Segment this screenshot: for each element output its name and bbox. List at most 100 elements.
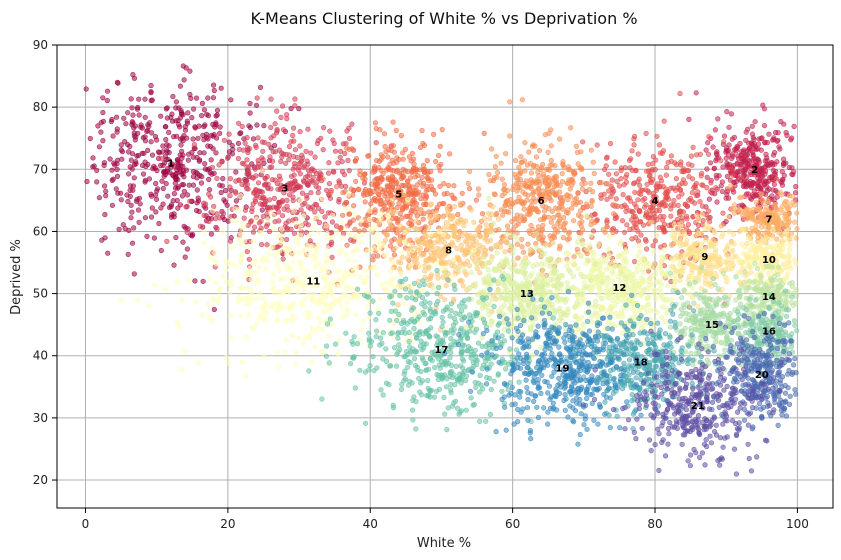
data-point (232, 189, 239, 195)
data-point (320, 290, 326, 296)
data-point (325, 267, 331, 273)
data-point (451, 203, 457, 210)
data-point (331, 140, 337, 147)
data-point (570, 218, 577, 224)
data-point (406, 247, 412, 253)
data-point (368, 226, 374, 232)
data-point (678, 208, 684, 214)
data-point (395, 228, 402, 234)
data-point (718, 340, 725, 346)
data-point (661, 242, 667, 248)
data-point (772, 201, 778, 208)
data-point (251, 238, 257, 244)
data-point (195, 195, 201, 201)
data-point (520, 189, 526, 195)
data-point (489, 296, 495, 303)
data-point (719, 188, 726, 195)
data-point (757, 172, 763, 178)
data-point (565, 180, 571, 186)
data-point (532, 205, 539, 212)
data-point (268, 145, 274, 151)
data-point (518, 160, 524, 166)
data-point (450, 273, 457, 280)
data-point (510, 186, 516, 192)
data-point (431, 131, 437, 137)
data-point (259, 241, 265, 248)
data-point (254, 192, 260, 198)
data-point (403, 213, 409, 219)
data-point (149, 152, 156, 158)
data-point (385, 154, 391, 160)
data-point (177, 83, 183, 89)
data-point (298, 221, 304, 227)
data-point (533, 308, 540, 315)
data-point (248, 277, 255, 283)
data-point (549, 162, 555, 168)
data-point (329, 219, 336, 225)
data-point (255, 157, 261, 164)
data-point (486, 172, 492, 178)
data-point (758, 274, 764, 280)
data-point (739, 174, 745, 180)
data-point (278, 276, 285, 282)
data-point (129, 166, 135, 172)
data-point (463, 324, 469, 330)
data-point (791, 219, 798, 225)
data-point (288, 105, 294, 112)
data-point (749, 225, 755, 231)
data-point (316, 296, 322, 302)
data-point (194, 187, 200, 193)
data-point (419, 127, 425, 134)
data-point (217, 130, 223, 136)
data-point (749, 213, 755, 219)
data-point (624, 222, 630, 228)
data-point (754, 266, 761, 272)
data-point (751, 286, 758, 292)
data-point (260, 148, 266, 154)
data-point (533, 277, 539, 283)
data-point (370, 266, 376, 272)
data-point (114, 173, 121, 179)
data-point (658, 259, 665, 265)
data-point (238, 313, 244, 319)
data-point (547, 195, 553, 201)
data-point (112, 162, 118, 168)
data-point (290, 132, 296, 139)
data-point (670, 288, 676, 294)
data-point (234, 217, 240, 223)
data-point (619, 298, 626, 304)
data-point (594, 279, 600, 285)
data-point (298, 299, 305, 306)
data-point (733, 146, 739, 152)
data-point (763, 151, 769, 157)
data-point (418, 144, 424, 150)
data-point (338, 225, 344, 231)
data-point (346, 168, 352, 174)
data-point (447, 151, 453, 157)
data-point (581, 279, 588, 286)
data-point (635, 238, 642, 244)
data-point (227, 289, 233, 296)
data-point (212, 216, 219, 222)
data-point (421, 251, 427, 258)
data-point (554, 258, 560, 265)
data-point (268, 186, 274, 192)
data-point (761, 106, 768, 112)
data-point (504, 231, 510, 237)
data-point (414, 213, 420, 219)
data-point (189, 114, 195, 121)
data-point (336, 276, 342, 282)
data-point (686, 197, 692, 203)
data-point (493, 153, 499, 159)
data-point (123, 121, 129, 127)
data-point (735, 153, 741, 159)
data-point (719, 179, 726, 185)
data-point (358, 327, 365, 333)
data-point (297, 198, 303, 204)
data-point (607, 140, 614, 147)
data-point (320, 326, 326, 333)
data-point (180, 152, 186, 158)
data-point (552, 308, 559, 314)
data-point (510, 246, 517, 252)
data-point (588, 203, 594, 209)
